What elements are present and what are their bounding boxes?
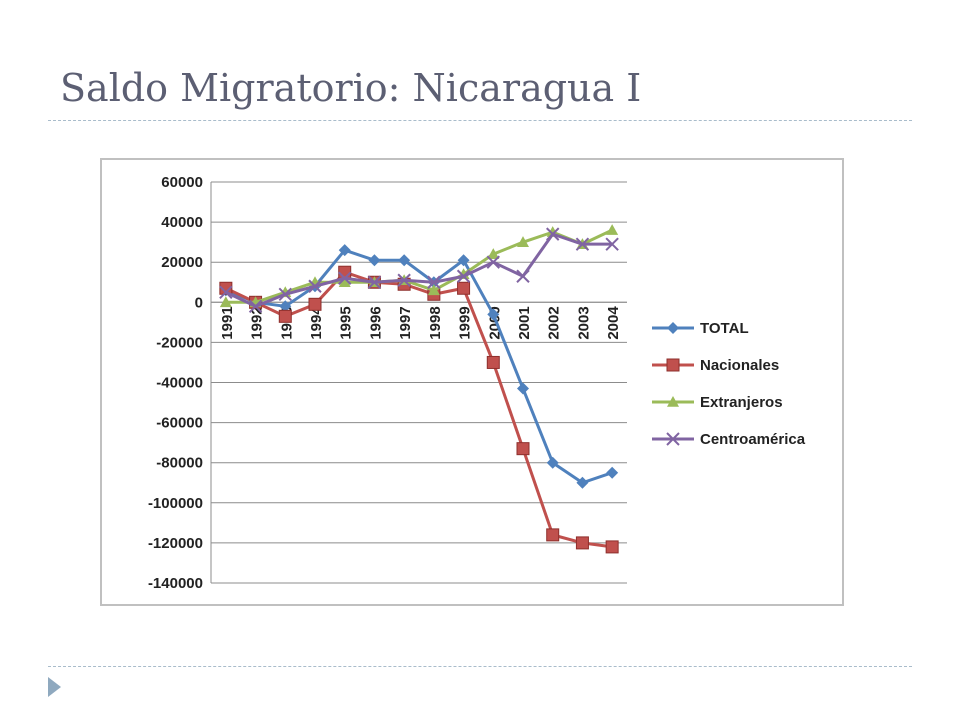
legend-item: Centroamérica <box>652 431 806 448</box>
axes <box>210 182 627 583</box>
data-point <box>486 255 500 269</box>
legend-marker <box>667 322 679 334</box>
data-point <box>576 476 589 489</box>
x-tick-label: 2002 <box>546 306 563 339</box>
bullet-triangle-icon <box>48 677 61 697</box>
data-point <box>219 296 232 308</box>
y-tick-label: -80000 <box>156 455 203 472</box>
legend-label: TOTAL <box>700 320 749 337</box>
series-lines <box>219 224 619 554</box>
data-point <box>546 456 559 469</box>
y-tick-label: -20000 <box>156 334 203 351</box>
data-point <box>219 285 233 299</box>
x-tick-label: 1998 <box>427 306 444 339</box>
y-tick-label: -140000 <box>148 575 203 592</box>
y-axis-ticks: 60000 40000 20000 0 -20000 -40000 -60000 -80000… <box>148 174 203 592</box>
line-chart: 60000 40000 20000 0 -20000 -40000 -60000 -80000… <box>148 174 806 592</box>
x-tick-label: 2003 <box>575 306 592 339</box>
data-point <box>575 237 590 251</box>
data-point <box>517 382 529 395</box>
data-point <box>338 276 351 288</box>
data-point <box>605 540 619 554</box>
data-point <box>368 254 381 267</box>
data-point <box>606 466 619 479</box>
data-point <box>487 248 500 259</box>
data-point <box>367 275 382 289</box>
data-point <box>308 279 322 293</box>
slide-title: Saldo Migratorio: Nicaragua I <box>60 66 642 110</box>
series-line <box>225 232 613 308</box>
data-point <box>516 269 530 283</box>
x-tick-label: 2004 <box>605 306 622 340</box>
x-tick-label: 1999 <box>457 306 474 339</box>
x-tick-label: 1994 <box>308 306 325 340</box>
data-point <box>546 227 560 241</box>
footer-divider <box>48 666 912 667</box>
legend: TOTAL Nacionales Extranjeros Centroamérica <box>652 320 806 448</box>
data-point <box>487 308 500 321</box>
title-divider <box>48 120 912 121</box>
x-tick-label: 2001 <box>516 306 533 339</box>
data-point <box>427 284 440 296</box>
data-point <box>486 355 500 369</box>
data-point <box>338 244 351 257</box>
data-point <box>338 271 352 285</box>
legend-label: Centroamérica <box>700 431 806 448</box>
legend-item: Nacionales <box>652 357 779 374</box>
x-tick-label: 1992 <box>249 306 266 339</box>
y-tick-label: -120000 <box>148 535 203 552</box>
data-point <box>516 442 530 456</box>
y-tick-label: 20000 <box>161 254 203 271</box>
data-point <box>398 254 411 267</box>
y-tick-label: -40000 <box>156 375 203 392</box>
data-point <box>575 536 589 550</box>
x-tick-label: 1991 <box>219 306 236 339</box>
data-point <box>546 528 560 542</box>
data-point <box>456 269 471 283</box>
legend-marker <box>666 358 680 372</box>
data-point <box>457 281 471 295</box>
data-point <box>308 297 322 311</box>
x-tick-label: 1996 <box>367 306 384 339</box>
data-point <box>278 309 292 323</box>
legend-label: Nacionales <box>700 357 779 374</box>
y-tick-label: 60000 <box>161 174 203 191</box>
data-point <box>457 254 470 267</box>
y-tick-label: 40000 <box>161 214 203 231</box>
data-point <box>279 300 292 313</box>
data-point <box>219 281 233 295</box>
series-line <box>225 248 613 485</box>
grid-lines <box>211 181 627 584</box>
legend-item: TOTAL <box>652 320 749 337</box>
data-point <box>605 237 619 251</box>
chart-frame: 60000 40000 20000 0 -20000 -40000 -60000 -80000… <box>100 158 844 606</box>
legend-marker <box>667 396 679 407</box>
y-tick-label: 0 <box>195 294 203 311</box>
legend-label: Extranjeros <box>700 394 783 411</box>
legend-marker <box>666 432 680 446</box>
data-point <box>517 236 529 247</box>
legend-item: Extranjeros <box>652 394 783 411</box>
x-tick-label: 1995 <box>338 306 355 339</box>
data-point <box>248 299 263 314</box>
data-point <box>278 287 292 301</box>
data-point <box>606 224 619 235</box>
y-tick-label: -60000 <box>156 415 203 432</box>
y-tick-label: -100000 <box>148 495 203 512</box>
x-tick-label: 1997 <box>397 306 414 339</box>
series-centroamérica <box>219 227 619 314</box>
data-point <box>397 273 411 287</box>
x-axis-ticks: 1991 1992 1993 1994 1995 1996 1997 1998 1999 2000… <box>219 306 622 340</box>
data-point <box>427 275 441 289</box>
